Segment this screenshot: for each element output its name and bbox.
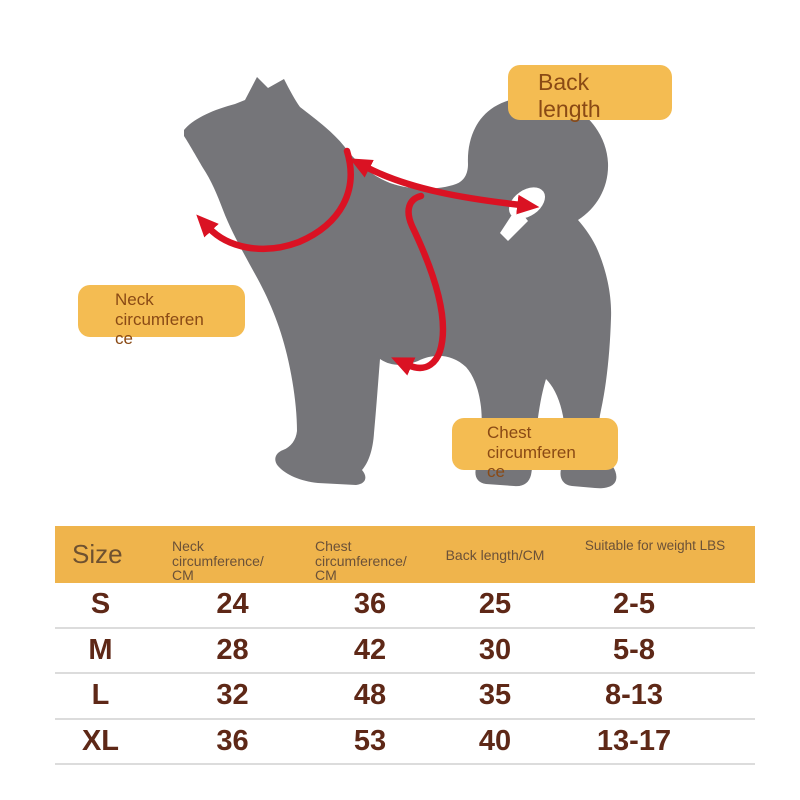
table-cell: 53 — [353, 724, 387, 757]
table-cell: 36 — [216, 724, 249, 757]
header-size: Size — [72, 539, 123, 569]
table-cell: M — [88, 633, 113, 666]
back-length-measure-arrow — [349, 158, 540, 215]
size-table: Size Neck circumference/ CM Chest circum… — [55, 526, 755, 765]
table-cell: 42 — [353, 633, 387, 666]
header-back-length: Back length/CM — [445, 546, 545, 563]
table-cell: 28 — [216, 633, 249, 666]
table-cell: 30 — [478, 633, 512, 666]
table-cell: 36 — [353, 588, 387, 621]
dog-measurement-diagram — [184, 77, 617, 489]
table-cell: S — [90, 588, 111, 621]
table-cell: 2-5 — [613, 588, 655, 621]
header-suitable-weight: Suitable for weight LBS — [584, 538, 726, 553]
back-length-label: Back length — [508, 65, 672, 122]
table-header-row: Size Neck circumference/ CM Chest circum… — [55, 526, 755, 583]
tail-curl-slit — [500, 207, 528, 241]
table-cell: XL — [81, 724, 120, 757]
table-cell: 13-17 — [596, 724, 672, 757]
chest-circumference-label: Chest circumferen ce — [452, 418, 618, 481]
table-cell: 35 — [478, 679, 512, 712]
table-cell: 8-13 — [604, 679, 664, 712]
table-row-l: L 32 48 35 8-13 — [55, 674, 755, 720]
header-neck-circumference: Neck circumference/ CM — [172, 538, 264, 583]
table-cell: 24 — [216, 588, 249, 621]
table-cell: L — [91, 679, 110, 712]
table-row-m: M 28 42 30 5-8 — [55, 629, 755, 674]
header-chest-circumference: Chest circumference/ CM — [315, 538, 407, 583]
table-cell: 40 — [478, 724, 512, 757]
table-cell: 32 — [216, 679, 249, 712]
table-row-xl: XL 36 53 40 13-17 — [55, 720, 755, 765]
chest-measure-arrow — [391, 192, 447, 376]
neck-circumference-label: Neck circumferen ce — [78, 285, 245, 348]
table-cell: 5-8 — [613, 633, 655, 666]
table-cell: 25 — [478, 588, 512, 621]
table-row-s: S 24 36 25 2-5 — [55, 583, 755, 629]
table-cell: 48 — [353, 679, 387, 712]
